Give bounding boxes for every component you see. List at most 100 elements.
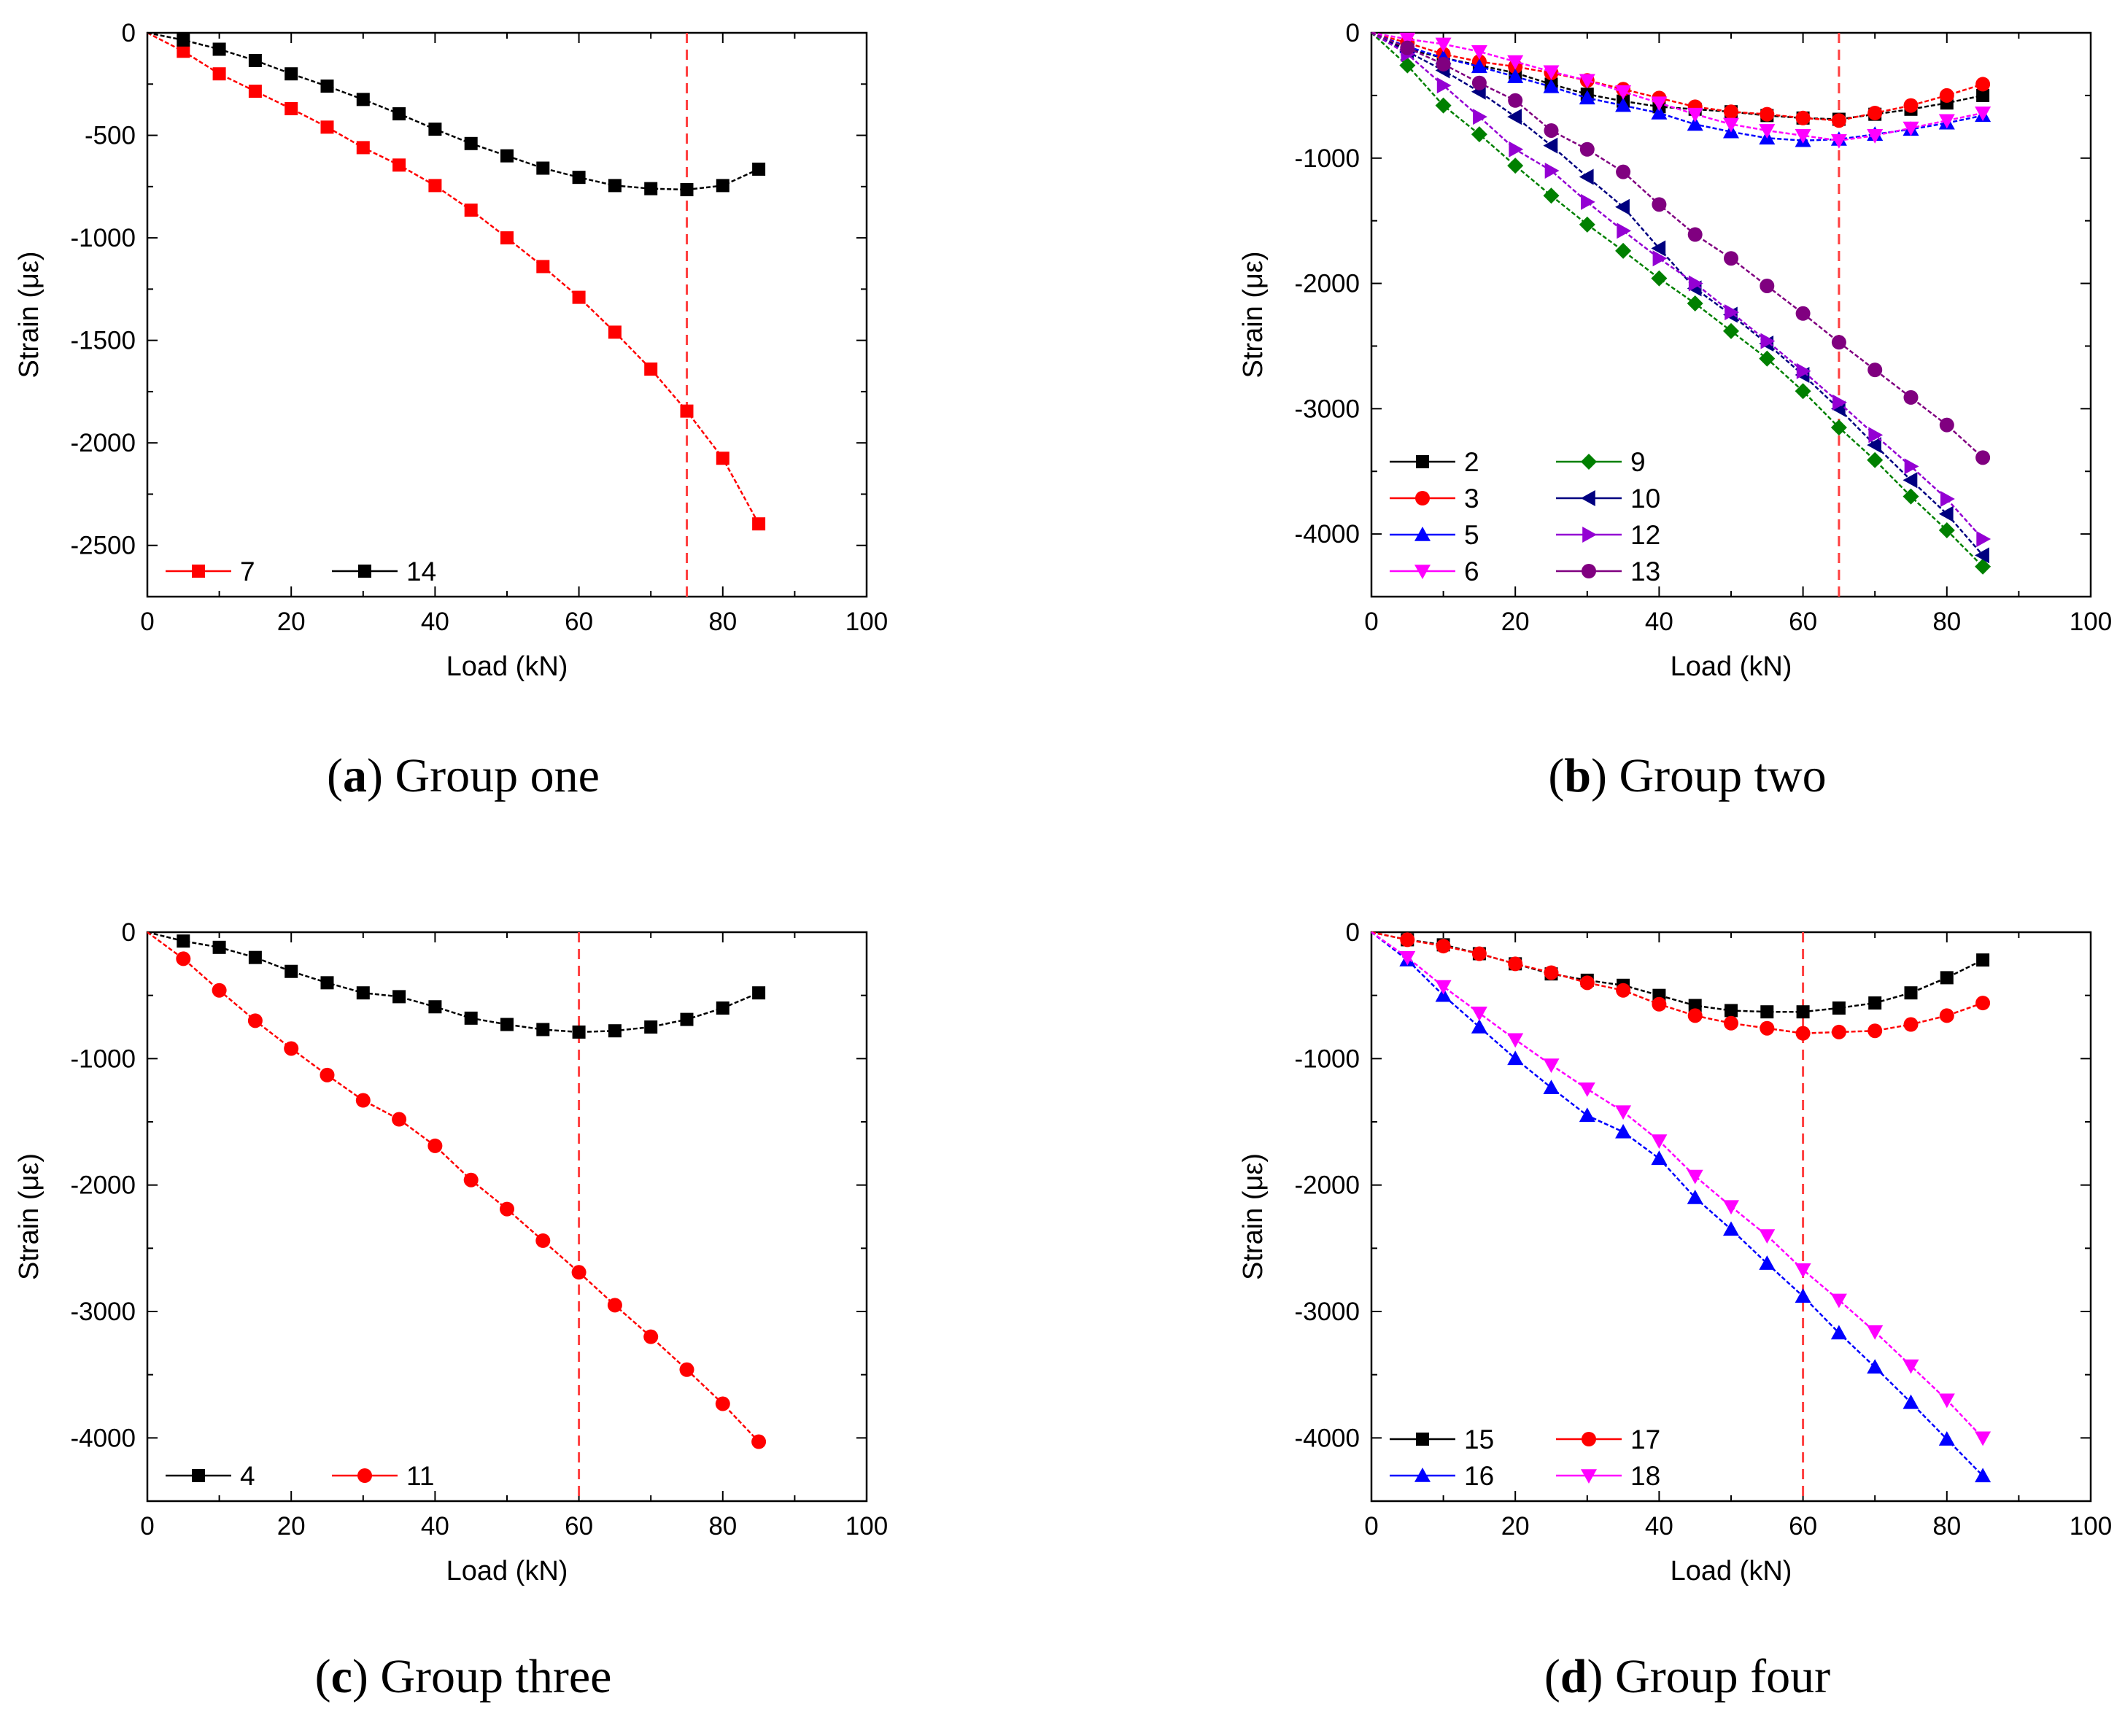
x-tick-label: 80 — [1932, 1512, 1961, 1541]
data-point — [500, 149, 514, 163]
legend: 4 11 — [166, 1461, 434, 1491]
data-point — [1616, 983, 1631, 998]
x-tick-label: 80 — [708, 1512, 737, 1541]
data-point — [536, 161, 550, 175]
data-point — [1399, 57, 1416, 74]
series-line — [1371, 931, 1983, 1477]
data-point — [1795, 1263, 1811, 1278]
data-point — [1579, 74, 1595, 89]
legend-item-18: 18 — [1556, 1461, 1660, 1491]
data-point — [1976, 88, 1990, 102]
data-point — [1867, 363, 1883, 378]
x-tick-label: 40 — [1645, 1512, 1673, 1541]
legend-marker — [357, 1468, 372, 1483]
series-3 — [1371, 31, 1991, 128]
x-axis-label: Load (kN) — [446, 651, 568, 682]
data-point — [1723, 322, 1739, 339]
series-line — [1371, 931, 1984, 1439]
data-point — [1724, 251, 1738, 266]
chart-panel-c: 0 20 40 60 80 100 0 -1000 -2000 -3000 -4000 Load (k… — [14, 918, 888, 1703]
data-point — [536, 1023, 550, 1036]
series-11 — [147, 931, 767, 1449]
data-point — [1938, 114, 1955, 129]
chart-panel-a: 0 20 40 60 80 100 0 -500 -1000 -1500 -2000 -2500 Loa… — [14, 19, 888, 802]
y-tick-label: -2000 — [1294, 270, 1360, 298]
data-point — [644, 182, 658, 195]
series-7 — [147, 31, 766, 531]
legend-label: 6 — [1464, 557, 1479, 586]
data-point — [320, 80, 334, 93]
data-point — [752, 517, 766, 531]
data-point — [1795, 1288, 1811, 1303]
legend-marker — [1582, 564, 1596, 578]
data-point — [1400, 40, 1415, 55]
x-tick-label: 100 — [845, 1512, 888, 1541]
x-tick-label: 100 — [845, 608, 888, 636]
series-9 — [1371, 32, 1992, 575]
legend-marker — [358, 565, 371, 578]
legend-item-15: 15 — [1390, 1425, 1494, 1454]
data-point — [1867, 1325, 1884, 1340]
data-point — [285, 102, 298, 116]
data-point — [1399, 32, 1416, 47]
data-point — [320, 1067, 335, 1082]
data-point — [1544, 162, 1560, 179]
series-15 — [1371, 931, 1990, 1019]
series-14 — [147, 31, 766, 197]
y-tick-label: 0 — [1346, 918, 1360, 947]
y-tick-label: -2000 — [70, 429, 136, 457]
data-point — [1975, 558, 1992, 575]
data-point — [1543, 1080, 1560, 1094]
y-tick-label: -1500 — [70, 327, 136, 355]
data-point — [752, 986, 766, 1000]
legend-marker — [192, 1469, 205, 1482]
data-point — [212, 67, 226, 81]
data-point — [1543, 1058, 1560, 1073]
y-tick-label: -1000 — [1294, 144, 1360, 173]
legend-label: 11 — [406, 1461, 434, 1491]
data-point — [572, 1025, 586, 1039]
x-tick-label: 20 — [1501, 1512, 1530, 1541]
data-point — [1507, 158, 1524, 174]
data-point — [1867, 105, 1883, 120]
series-line — [1371, 31, 1983, 142]
data-point — [1759, 350, 1776, 367]
data-point — [1939, 88, 1954, 103]
data-point — [1687, 1169, 1703, 1185]
data-point — [1795, 306, 1811, 321]
data-point — [500, 1201, 514, 1217]
data-point — [1723, 117, 1739, 133]
data-point — [608, 179, 622, 193]
series-6 — [1371, 31, 1992, 149]
legend: 15 16 17 18 — [1390, 1425, 1660, 1491]
data-point — [1975, 996, 1991, 1011]
data-point — [464, 204, 478, 217]
series-line — [1371, 931, 1983, 1034]
chart-panel-b: 0 20 40 60 80 100 0 -1000 -2000 -3000 -4000 Load (k… — [1238, 19, 2112, 802]
data-point — [1400, 932, 1415, 948]
panel-caption: (a) Group one — [327, 749, 600, 802]
data-point — [1832, 394, 1847, 411]
data-point — [1543, 187, 1560, 204]
series-16 — [1371, 931, 1992, 1483]
data-point — [248, 53, 262, 67]
y-tick-label: 0 — [122, 918, 136, 947]
x-tick-label: 60 — [565, 608, 593, 636]
data-point — [1723, 1200, 1739, 1215]
data-point — [1976, 530, 1992, 547]
caption-paren-close: ) — [367, 749, 395, 802]
legend-label: 15 — [1464, 1425, 1494, 1454]
caption-letter: a — [343, 749, 367, 802]
data-point — [177, 33, 190, 47]
legend-item-16: 16 — [1390, 1461, 1494, 1491]
data-point — [1688, 999, 1702, 1012]
data-point — [1975, 547, 1989, 564]
data-point — [1471, 946, 1487, 961]
data-point — [1579, 168, 1594, 185]
data-point — [1903, 488, 1919, 505]
data-point — [428, 1000, 442, 1014]
legend-label: 13 — [1630, 557, 1660, 586]
data-point — [355, 1093, 371, 1108]
data-point — [716, 179, 729, 193]
legend-label: 3 — [1464, 484, 1479, 514]
